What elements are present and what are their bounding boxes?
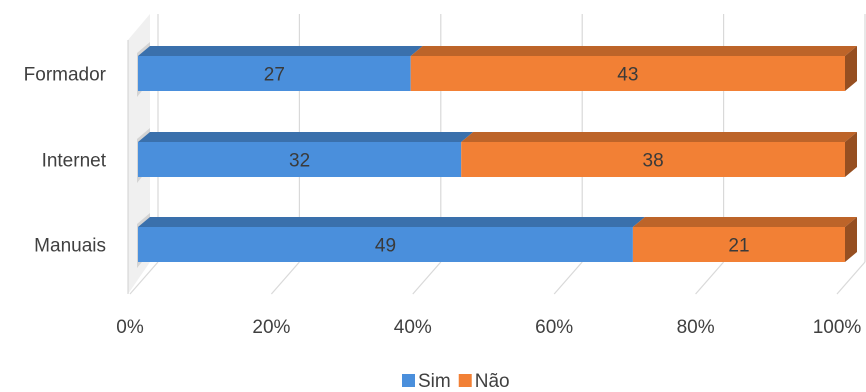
gridline-floor bbox=[553, 261, 583, 295]
data-label: 49 bbox=[375, 236, 396, 257]
data-label: 21 bbox=[728, 236, 749, 257]
data-label: 43 bbox=[617, 65, 638, 86]
category-label: Manuais bbox=[34, 236, 106, 257]
bar-sim bbox=[138, 227, 633, 262]
bar-top-não bbox=[410, 46, 857, 56]
data-label: 27 bbox=[264, 65, 285, 86]
legend-label-não: Não bbox=[475, 371, 510, 392]
gridline-floor bbox=[836, 261, 866, 295]
bar-sim bbox=[138, 56, 411, 91]
x-tick-label: 20% bbox=[252, 317, 290, 338]
x-tick-label: 0% bbox=[116, 317, 144, 338]
gridline-floor bbox=[129, 261, 159, 295]
bar-top-não bbox=[632, 217, 857, 227]
legend-swatch-sim bbox=[402, 374, 415, 387]
bar-top-não bbox=[461, 132, 857, 142]
bar-não bbox=[410, 56, 845, 91]
category-labels: Formador Internet Manuais bbox=[24, 65, 107, 257]
gridline-floor bbox=[695, 261, 725, 295]
data-label: 32 bbox=[289, 151, 310, 172]
x-tick-label: 100% bbox=[813, 317, 862, 338]
x-tick-labels: 0% 20% 40% 60% 80% 100% bbox=[116, 317, 861, 338]
bars: 27 43 32 38 49 21 bbox=[138, 46, 857, 262]
category-label: Internet bbox=[42, 151, 107, 172]
bar-side-não bbox=[845, 217, 857, 262]
bar-side-não bbox=[845, 132, 857, 177]
x-tick-label: 60% bbox=[535, 317, 573, 338]
legend: Sim Não bbox=[402, 371, 510, 392]
legend-label-sim: Sim bbox=[418, 371, 451, 392]
gridline-floor bbox=[270, 261, 300, 295]
bar-não bbox=[461, 142, 845, 177]
bar-top-sim bbox=[138, 46, 423, 56]
legend-swatch-não bbox=[458, 374, 472, 387]
category-label: Formador bbox=[24, 65, 107, 86]
bar-não bbox=[632, 227, 845, 262]
bar-sim bbox=[138, 142, 462, 177]
bar-top-sim bbox=[138, 217, 645, 227]
bar-top-sim bbox=[138, 132, 474, 142]
bar-side-não bbox=[845, 46, 857, 91]
x-tick-label: 40% bbox=[394, 317, 432, 338]
data-label: 38 bbox=[643, 151, 664, 172]
x-tick-label: 80% bbox=[677, 317, 715, 338]
gridline-floor bbox=[412, 261, 442, 295]
